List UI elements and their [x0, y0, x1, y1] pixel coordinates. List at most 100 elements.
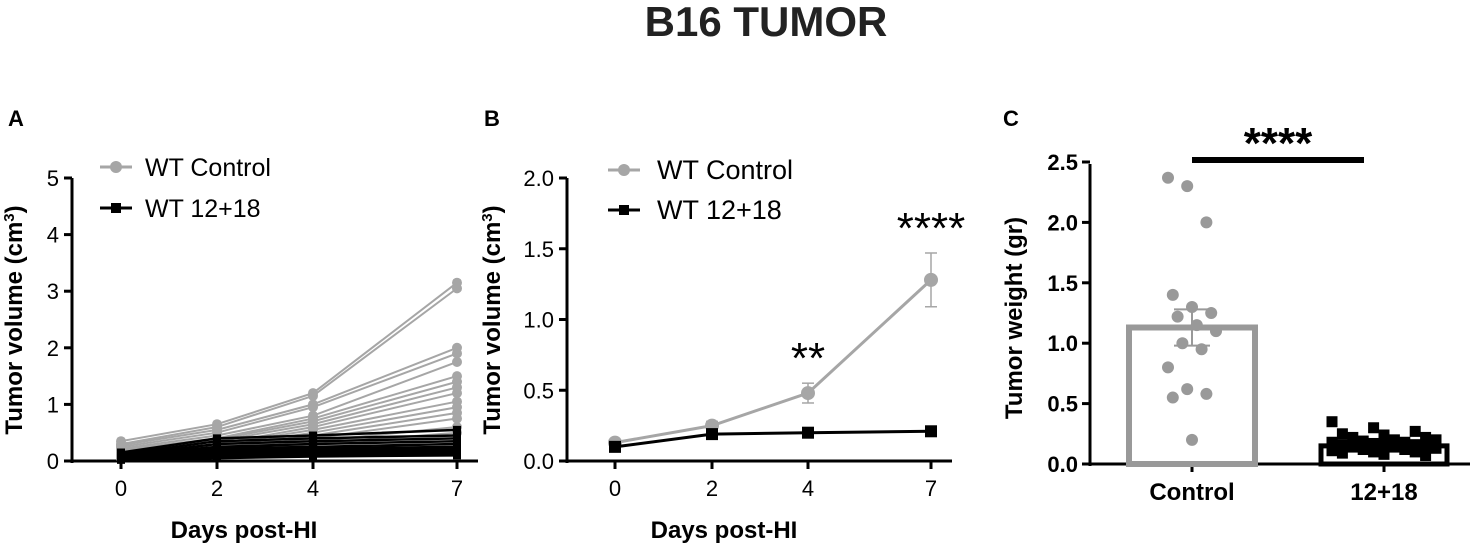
panel-b-letter: B — [484, 106, 500, 131]
panel-c-point — [1420, 431, 1432, 443]
panel-b-x-tick-label: 7 — [925, 476, 937, 501]
panel-a-y-tick-label: 0 — [47, 449, 59, 474]
panel-c-point — [1166, 391, 1179, 404]
panel-c-point — [1409, 425, 1421, 437]
panel-b: B Tumor volume (cm3) Days post-HI 0.0 0.5… — [479, 106, 966, 544]
panel-b-point — [925, 425, 937, 438]
panel-a-series-line — [120, 361, 458, 450]
panel-c-significance: **** — [1244, 119, 1313, 168]
panel-a-legend: WT Control WT 12+18 — [100, 154, 271, 223]
panel-a-point — [453, 451, 461, 460]
panel-c-point — [1409, 439, 1421, 451]
legend-marker — [619, 205, 629, 215]
panel-c-y-tick-label: 0.0 — [1047, 452, 1078, 477]
panel-c-point — [1420, 440, 1432, 452]
panel-c-x-tick-label: 12+18 — [1350, 479, 1417, 506]
panel-b-axes: 0.0 0.5 1.0 1.5 2.0 0 2 4 7 — [523, 166, 952, 501]
panel-a-y-tick-label: 2 — [47, 336, 59, 361]
panel-c-point — [1200, 387, 1213, 400]
panel-a-x-tick-label: 2 — [211, 476, 223, 501]
panel-a-letter: A — [8, 106, 24, 131]
panel-c-y-tick-label: 2.0 — [1047, 210, 1078, 235]
panel-c-point — [1162, 171, 1174, 184]
panel-b-point — [706, 428, 718, 441]
panel-b-point — [802, 426, 814, 439]
panel-c-point — [1420, 450, 1432, 462]
panel-c-point — [1430, 442, 1442, 454]
panel-a-series-line — [120, 375, 458, 451]
legend-label: WT 12+18 — [145, 195, 261, 223]
panel-b-point — [801, 386, 815, 401]
legend-marker — [110, 161, 122, 173]
panel-a-x-tick-label: 7 — [451, 476, 463, 501]
panel-c-point — [1357, 444, 1369, 456]
panel-c-point — [1186, 433, 1198, 446]
panel-a-series-line — [120, 352, 458, 448]
panel-b-series-line — [614, 278, 933, 445]
legend-marker — [111, 203, 121, 213]
panel-a-series-line — [120, 434, 458, 456]
panel-a-point — [452, 388, 462, 399]
panel-c-point — [1336, 439, 1348, 451]
panel-a-series-line — [120, 346, 458, 447]
panel-b-y-label: Tumor volume (cm3) — [479, 205, 507, 434]
panel-a-series-line — [120, 437, 458, 457]
panel-b-x-tick-label: 0 — [609, 476, 621, 501]
panel-c-point — [1388, 441, 1400, 453]
panel-c-point — [1368, 437, 1380, 449]
panel-a-series-line — [120, 439, 458, 457]
panel-c-y-tick-label: 0.5 — [1047, 392, 1078, 417]
panel-c-point — [1378, 448, 1390, 460]
legend-marker — [618, 164, 630, 176]
panel-c-point — [1205, 307, 1218, 319]
panel-c-point — [1347, 431, 1359, 443]
panel-b-significance: **** — [897, 204, 966, 253]
panel-c-point — [1210, 325, 1222, 338]
panel-c-point — [1162, 361, 1174, 374]
panel-a-point — [452, 283, 462, 294]
panel-b-y-tick-label: 0.0 — [523, 449, 554, 474]
panel-a-axes: 0 1 2 3 4 5 0 2 4 7 — [47, 166, 478, 501]
panel-b-point — [609, 440, 621, 453]
panel-c-point — [1378, 440, 1390, 452]
panel-c-y-label: Tumor weight (gr) — [1001, 217, 1028, 419]
panel-b-y-tick-label: 2.0 — [523, 166, 554, 191]
figure-title: B16 TUMOR — [645, 0, 888, 45]
panel-c-point — [1336, 447, 1348, 459]
panel-a-series-line — [120, 454, 458, 462]
legend-label: WT 12+18 — [657, 195, 782, 225]
panel-c-point — [1186, 300, 1198, 313]
panel-b-point — [924, 272, 938, 287]
panel-c-point — [1176, 337, 1189, 350]
panel-b-x-label: Days post-HI — [651, 517, 798, 544]
panel-c: C Tumor weight (gr) 0.0 0.5 1.0 1.5 2.0 2.5 Co… — [1001, 106, 1470, 506]
panel-b-legend: WT Control WT 12+18 — [608, 155, 793, 225]
panel-c-point — [1378, 429, 1390, 441]
panel-c-point — [1336, 428, 1348, 440]
panel-a-point — [309, 452, 317, 461]
panel-a-y-tick-label: 1 — [47, 392, 59, 417]
panel-c-point — [1430, 434, 1442, 446]
panel-c-point — [1347, 441, 1359, 453]
panel-a-series-line — [120, 287, 458, 446]
panel-c-point — [1368, 422, 1380, 434]
panel-c-point — [1166, 288, 1179, 301]
panel-a-point — [308, 402, 318, 413]
panel-a-x-tick-label: 4 — [307, 476, 319, 501]
panel-c-point — [1195, 343, 1208, 356]
panel-c-point — [1399, 436, 1411, 448]
panel-b-series-line — [614, 429, 932, 449]
panel-a-y-label: Tumor volume (cm3) — [1, 205, 29, 434]
panel-c-x-tick-label: Control — [1149, 479, 1234, 506]
panel-a-point — [308, 390, 318, 401]
panel-c-point — [1388, 434, 1400, 446]
panel-c-y-tick-label: 1.0 — [1047, 331, 1078, 356]
panel-c-letter: C — [1003, 106, 1019, 131]
panel-a: A Tumor volume (cm3) Days post-HI 0 1 2 3 4 5… — [1, 106, 478, 544]
panel-b-x-tick-label: 2 — [706, 476, 718, 501]
panel-b-y-tick-label: 1.5 — [523, 237, 554, 262]
panel-a-point — [453, 425, 461, 434]
panel-a-series-line — [120, 281, 458, 443]
panel-c-point — [1326, 416, 1338, 428]
panel-a-x-tick-label: 0 — [115, 476, 127, 501]
